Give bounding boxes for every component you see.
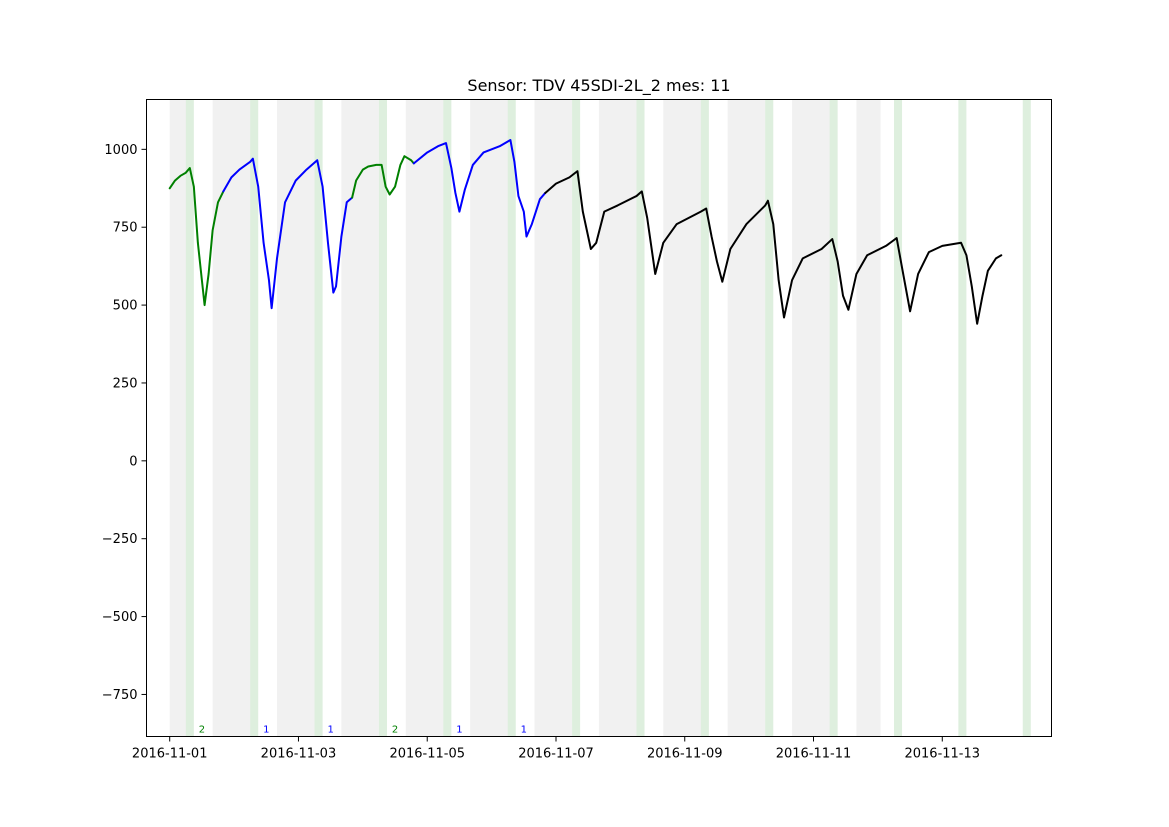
y-tick-label: 0 <box>129 454 137 469</box>
x-tick-label: 2016-11-13 <box>904 747 980 762</box>
green-shaded-period <box>893 99 903 737</box>
green-shaded-period <box>958 99 967 737</box>
y-tick-label: −250 <box>102 532 138 547</box>
series-line-2 <box>222 157 354 310</box>
y-tick-label: 750 <box>113 221 138 236</box>
series-line-3 <box>351 155 415 199</box>
green-shaded-period <box>443 99 452 737</box>
gray-shaded-period <box>727 99 766 737</box>
gray-shaded-period <box>856 99 881 737</box>
gray-shaded-period <box>212 99 251 737</box>
green-shaded-period <box>700 99 709 737</box>
green-shaded-period <box>378 99 387 737</box>
shaded-periods <box>169 99 1031 737</box>
gray-shaded-period <box>405 99 444 737</box>
y-tick-label: −500 <box>102 610 138 625</box>
series-line-1 <box>168 167 225 307</box>
y-tick-label: 1000 <box>104 143 137 158</box>
series-line-4 <box>412 138 547 238</box>
gray-shaded-period <box>663 99 701 737</box>
x-tick-label: 2016-11-01 <box>132 747 208 762</box>
green-shaded-period <box>507 99 516 737</box>
y-tick-label: −750 <box>102 688 138 703</box>
series-line-5 <box>544 170 1003 325</box>
green-shaded-period <box>572 99 581 737</box>
x-tick-label: 2016-11-05 <box>389 747 465 762</box>
gray-shaded-period <box>598 99 637 737</box>
data-lines <box>168 138 1003 325</box>
gray-shaded-period <box>341 99 379 737</box>
green-shaded-period <box>185 99 194 737</box>
cycle-label: 1 <box>263 725 269 736</box>
gray-shaded-period <box>792 99 830 737</box>
cycle-label: 1 <box>327 725 333 736</box>
y-axis: 1000 750 500 250 0 −250 −500 −750 <box>102 143 147 703</box>
y-tick-label: 500 <box>113 299 138 314</box>
gray-shaded-period <box>277 99 315 737</box>
x-tick-label: 2016-11-11 <box>776 747 852 762</box>
x-tick-label: 2016-11-09 <box>647 747 723 762</box>
cycle-label: 1 <box>521 725 527 736</box>
gray-shaded-period <box>470 99 508 737</box>
x-tick-label: 2016-11-03 <box>261 747 337 762</box>
chart-title: Sensor: TDV 45SDI-2L_2 mes: 11 <box>467 76 730 96</box>
cycle-annotations: 2 1 1 2 1 1 <box>199 725 527 736</box>
gray-shaded-period <box>169 99 186 737</box>
plot-area-frame <box>146 99 1052 737</box>
green-shaded-period <box>250 99 259 737</box>
green-shaded-period <box>765 99 774 737</box>
cycle-label: 2 <box>392 725 398 736</box>
green-shaded-period <box>314 99 323 737</box>
x-axis: 2016-11-01 2016-11-03 2016-11-05 2016-11-07… <box>132 736 980 762</box>
green-shaded-period <box>1022 99 1031 737</box>
green-shaded-period <box>829 99 838 737</box>
green-shaded-period <box>636 99 645 737</box>
gray-shaded-period <box>534 99 573 737</box>
cycle-label: 1 <box>456 725 462 736</box>
y-tick-label: 250 <box>113 376 138 391</box>
cycle-label: 2 <box>199 725 205 736</box>
x-tick-label: 2016-11-07 <box>518 747 594 762</box>
